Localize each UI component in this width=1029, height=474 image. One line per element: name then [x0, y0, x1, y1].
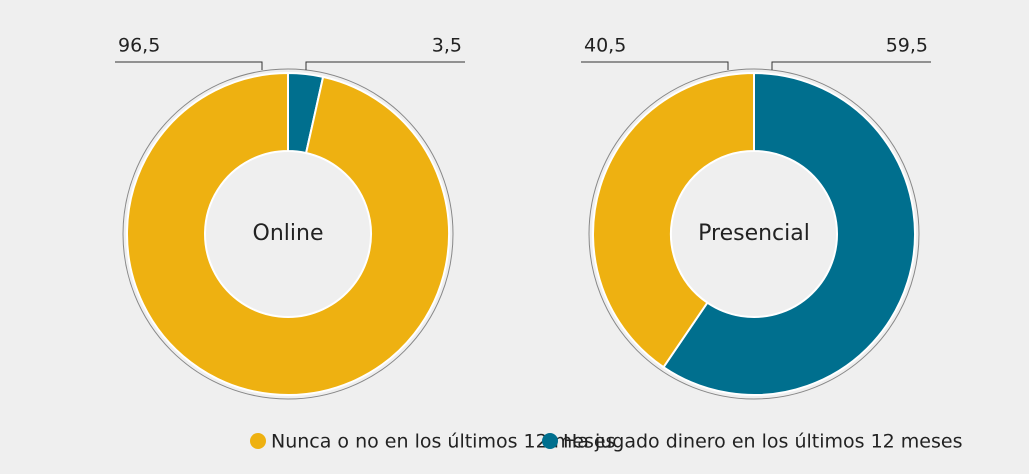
value-label: 40,5: [584, 35, 626, 57]
center-label: Online: [253, 221, 324, 246]
leader-line: [115, 61, 263, 70]
value-label: 59,5: [886, 35, 928, 57]
legend-swatch: [250, 433, 266, 449]
donut-segment: [592, 71, 755, 369]
outer-ring: [122, 68, 454, 400]
leader-line: [771, 61, 931, 70]
leader-line: [581, 61, 729, 70]
value-label: 3,5: [432, 35, 462, 57]
donut-segment: [662, 71, 916, 396]
legend-swatch: [542, 433, 558, 449]
legend-label: Nunca o no en los últimos 12 meses: [271, 431, 615, 453]
legend-label: Ha jugado dinero en los últimos 12 meses: [563, 431, 962, 453]
outer-ring: [588, 68, 920, 400]
leader-line: [305, 61, 465, 70]
center-label: Presencial: [698, 221, 810, 246]
value-label: 96,5: [118, 35, 160, 57]
donut-segment: [126, 71, 450, 396]
